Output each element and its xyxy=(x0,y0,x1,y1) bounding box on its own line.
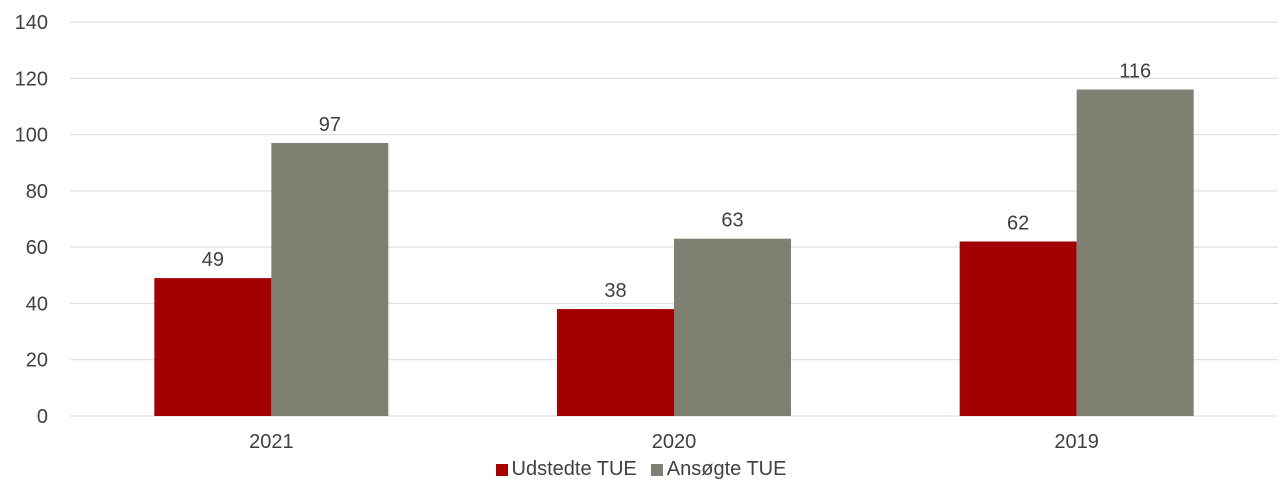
legend: Udstedte TUE Ansøgte TUE xyxy=(0,458,1282,481)
data-label-2021-series-0: 49 xyxy=(202,249,224,271)
y-tick-label-0: 0 xyxy=(37,406,48,428)
y-tick-label-40: 40 xyxy=(26,293,48,315)
x-tick-label-2021: 2021 xyxy=(249,431,294,453)
y-tick-label-60: 60 xyxy=(26,237,48,259)
y-axis-tick-labels: 0 20 40 60 80 100 120 140 xyxy=(15,12,48,428)
bar-2021-series-0 xyxy=(154,278,272,416)
x-axis-tick-labels: 2021 2020 2019 xyxy=(249,431,1099,453)
legend-item-udstedte: Udstedte TUE xyxy=(495,458,637,481)
legend-swatch-ansogte xyxy=(650,463,663,476)
bar-2019-series-1 xyxy=(1076,89,1194,417)
y-tick-label-80: 80 xyxy=(26,181,48,203)
legend-item-ansogte: Ansøgte TUE xyxy=(650,458,787,481)
x-tick-label-2019: 2019 xyxy=(1054,431,1099,453)
data-label-2020-series-1: 63 xyxy=(721,210,743,232)
legend-label-udstedte: Udstedte TUE xyxy=(511,458,637,480)
bar-2020-series-0 xyxy=(557,309,674,416)
y-tick-label-20: 20 xyxy=(26,350,48,372)
bar-2021-series-1 xyxy=(271,143,389,416)
data-label-2019-series-0: 62 xyxy=(1007,213,1029,235)
x-tick-label-2020: 2020 xyxy=(652,431,697,453)
data-label-2021-series-1: 97 xyxy=(319,114,341,136)
data-label-2020-series-0: 38 xyxy=(604,280,626,302)
legend-label-ansogte: Ansøgte TUE xyxy=(666,458,787,480)
bar-2020-series-1 xyxy=(674,238,791,416)
legend-swatch-udstedte xyxy=(495,463,508,476)
y-tick-label-140: 140 xyxy=(15,12,48,34)
bar-2019-series-0 xyxy=(959,241,1077,416)
bars xyxy=(154,89,1194,417)
data-labels: 49 97 38 63 62 116 xyxy=(202,61,1151,303)
y-tick-label-120: 120 xyxy=(15,68,48,90)
data-label-2019-series-1: 116 xyxy=(1119,61,1151,83)
y-tick-label-100: 100 xyxy=(15,125,48,147)
